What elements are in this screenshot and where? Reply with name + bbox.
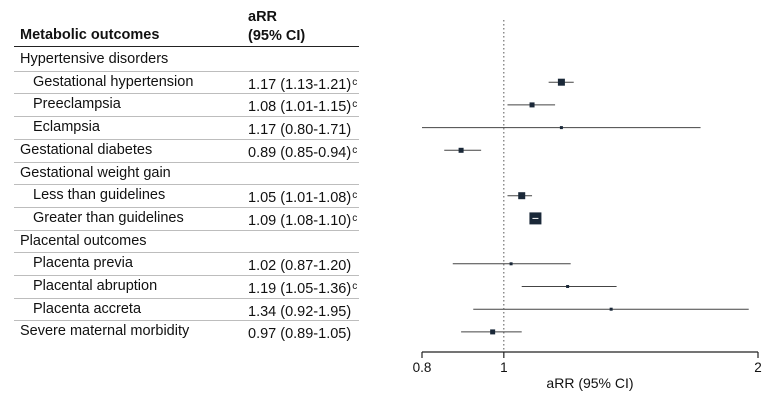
row-value-footnote: c — [352, 212, 358, 224]
row-label: Gestational diabetes — [20, 141, 153, 158]
row-value: 1.34 (0.92-1.95) — [248, 298, 352, 324]
table-row: Gestational weight gain — [0, 162, 380, 185]
table-row: Preeclampsia 1.08 (1.01-1.15)c — [0, 93, 380, 116]
row-divider — [14, 116, 359, 118]
row-value-text: 1.17 (1.13-1.21) — [248, 76, 352, 93]
row-value: 0.97 (0.89-1.05) — [248, 320, 352, 346]
row-value-text: 1.08 (1.01-1.15) — [248, 99, 352, 116]
row-divider — [14, 93, 359, 95]
row-label: Placenta accreta — [33, 300, 142, 317]
row-divider — [14, 320, 359, 322]
row-divider — [14, 138, 359, 140]
point-marker — [609, 307, 613, 311]
point-marker — [518, 192, 526, 200]
row-label: Gestational hypertension — [33, 73, 194, 90]
row-value-text: 0.89 (0.85-0.94) — [248, 144, 352, 161]
header-outcome: Metabolic outcomes — [20, 27, 160, 43]
row-value: 1.08 (1.01-1.15)c — [248, 93, 357, 119]
row-value-text: 1.19 (1.05-1.36) — [248, 281, 352, 297]
row-divider — [14, 184, 359, 186]
table-row: Placental abruption 1.19 (1.05-1.36)c — [0, 275, 380, 298]
x-tick-label: 1 — [500, 360, 508, 375]
row-value-text: 1.02 (0.87-1.20) — [248, 258, 352, 275]
row-divider — [14, 275, 359, 276]
row-value: 1.17 (0.80-1.71) — [248, 116, 352, 142]
x-tick-label: 0.8 — [413, 360, 432, 375]
row-label: Hypertensive disorders — [20, 51, 169, 67]
row-label: Placental outcomes — [20, 232, 147, 249]
table-row: Gestational hypertension 1.17 (1.13-1.21)… — [0, 71, 380, 94]
row-label: Severe maternal morbidity — [20, 323, 190, 340]
row-divider — [14, 161, 359, 163]
x-axis-label: aRR (95% CI) — [546, 375, 633, 391]
row-value: 0.89 (0.85-0.94)c — [248, 139, 357, 165]
row-divider — [14, 297, 359, 299]
row-value-text: 1.34 (0.92-1.95) — [248, 303, 352, 320]
row-value-footnote: c — [352, 281, 358, 292]
row-divider — [14, 70, 359, 72]
row-value: 1.09 (1.08-1.10)c — [248, 207, 357, 233]
row-label: Less than guidelines — [33, 187, 166, 204]
header-arr-line2: (95% CI) — [248, 28, 306, 44]
header-rule — [14, 46, 359, 47]
header-arr: aRR (95% CI) — [248, 8, 305, 46]
row-value: 1.19 (1.05-1.36)c — [248, 275, 357, 301]
row-value-footnote: c — [352, 99, 358, 111]
table-row: Less than guidelines 1.05 (1.01-1.08)c — [0, 184, 380, 207]
row-value-footnote: c — [352, 144, 358, 156]
table-row: Eclampsia 1.17 (0.80-1.71) — [0, 116, 380, 139]
table-row: Placenta accreta 1.34 (0.92-1.95) — [0, 298, 380, 321]
table-row: Placenta previa 1.02 (0.87-1.20) — [0, 252, 380, 275]
row-label: Gestational weight gain — [20, 164, 171, 181]
row-label: Greater than guidelines — [33, 209, 184, 226]
table-row: Placental outcomes — [0, 230, 380, 253]
point-marker — [559, 126, 563, 130]
row-value-footnote: c — [352, 190, 358, 202]
header-arr-line1: aRR — [248, 9, 278, 25]
point-marker — [529, 212, 542, 225]
row-divider — [14, 229, 359, 231]
point-marker — [557, 78, 565, 86]
point-marker — [509, 262, 513, 266]
x-tick-label: 2 — [754, 360, 762, 375]
row-value-text: 1.05 (1.01-1.08) — [248, 190, 352, 207]
row-label: Eclampsia — [33, 119, 100, 136]
row-label: Preeclampsia — [33, 96, 121, 113]
row-value-footnote: c — [352, 76, 358, 88]
table-row: Gestational diabetes 0.89 (0.85-0.94)c — [0, 139, 380, 162]
row-value-text: 1.09 (1.08-1.10) — [248, 212, 352, 229]
row-label: Placenta previa — [33, 255, 133, 272]
table-row: Severe maternal morbidity 0.97 (0.89-1.05… — [0, 320, 380, 343]
point-marker — [490, 329, 496, 335]
row-value: 1.17 (1.13-1.21)c — [248, 71, 357, 97]
table-row: Greater than guidelines 1.09 (1.08-1.10)c — [0, 207, 380, 230]
row-divider — [14, 252, 359, 254]
row-label: Placental abruption — [33, 278, 158, 294]
table-row: Hypertensive disorders — [0, 48, 380, 71]
row-value: 1.05 (1.01-1.08)c — [248, 184, 357, 210]
row-value: 1.02 (0.87-1.20) — [248, 252, 352, 278]
row-value-text: 1.17 (0.80-1.71) — [248, 122, 352, 139]
outcomes-table: Metabolic outcomes aRR (95% CI) Hyperten… — [0, 0, 380, 402]
row-divider — [14, 206, 359, 208]
point-marker — [458, 147, 464, 153]
point-marker — [529, 102, 535, 108]
row-value-text: 0.97 (0.89-1.05) — [248, 326, 352, 343]
point-marker — [566, 285, 570, 288]
